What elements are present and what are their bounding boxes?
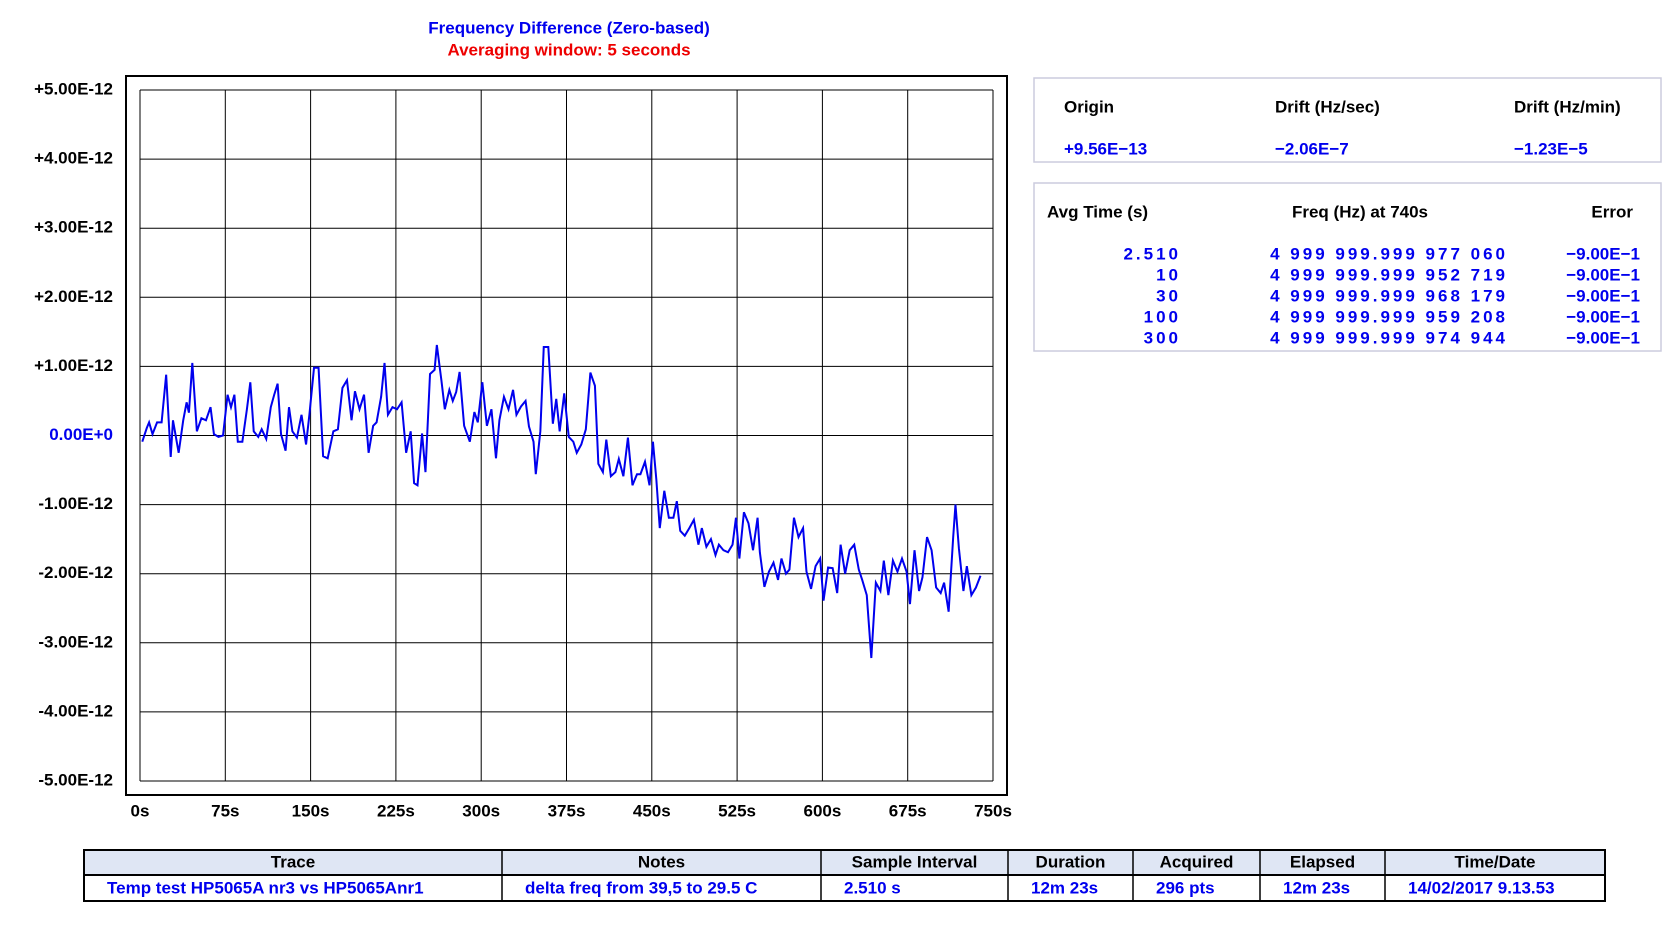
y-tick-label: +1.00E-12 bbox=[34, 356, 113, 375]
panel-cell: 10 bbox=[1156, 265, 1181, 284]
table-header: Trace bbox=[271, 852, 315, 871]
table-cell: 12m 23s bbox=[1283, 878, 1350, 897]
info-row bbox=[83, 874, 1606, 902]
panel-cell: −9.00E−1 bbox=[1566, 307, 1640, 326]
y-tick-label: +2.00E-12 bbox=[34, 287, 113, 306]
drift-panel bbox=[1033, 77, 1662, 163]
data-line bbox=[141, 344, 982, 659]
table-cell: 12m 23s bbox=[1031, 878, 1098, 897]
x-tick-label: 225s bbox=[377, 801, 415, 820]
panel-cell: −9.00E−1 bbox=[1566, 265, 1640, 284]
y-tick-label: 0.00E+0 bbox=[49, 425, 113, 444]
table-header: Duration bbox=[1036, 852, 1106, 871]
table-cell: Temp test HP5065A nr3 vs HP5065Anr1 bbox=[107, 878, 424, 897]
avg-panel bbox=[1033, 182, 1662, 352]
x-tick-label: 750s bbox=[974, 801, 1012, 820]
panel-cell: 4 999 999.999 968 179 bbox=[1270, 286, 1508, 305]
table-cell: delta freq from 39,5 to 29.5 C bbox=[525, 878, 757, 897]
info-header bbox=[83, 849, 1606, 876]
panel-cell: 2.510 bbox=[1123, 244, 1181, 263]
y-tick-label: -2.00E-12 bbox=[38, 563, 113, 582]
y-tick-label: +3.00E-12 bbox=[34, 218, 113, 237]
x-tick-label: 375s bbox=[548, 801, 586, 820]
panel-cell: −9.00E−1 bbox=[1566, 286, 1640, 305]
panel-value: +9.56E−13 bbox=[1064, 139, 1147, 158]
panel-header: Origin bbox=[1064, 97, 1114, 116]
panel-header: Freq (Hz) at 740s bbox=[1292, 202, 1428, 221]
table-header: Acquired bbox=[1160, 852, 1234, 871]
x-tick-label: 525s bbox=[718, 801, 756, 820]
panel-value: −1.23E−5 bbox=[1514, 139, 1588, 158]
chart-subtitle: Averaging window: 5 seconds bbox=[447, 40, 690, 59]
y-tick-label: +5.00E-12 bbox=[34, 79, 113, 98]
chart-title: Frequency Difference (Zero-based) bbox=[428, 18, 710, 37]
panel-cell: 4 999 999.999 974 944 bbox=[1270, 328, 1508, 347]
panel-header: Drift (Hz/sec) bbox=[1275, 97, 1380, 116]
table-cell: 14/02/2017 9.13.53 bbox=[1408, 878, 1555, 897]
panel-header: Drift (Hz/min) bbox=[1514, 97, 1621, 116]
panel-cell: 4 999 999.999 977 060 bbox=[1270, 244, 1508, 263]
x-tick-label: 75s bbox=[211, 801, 239, 820]
panel-cell: −9.00E−1 bbox=[1566, 244, 1640, 263]
x-tick-label: 600s bbox=[803, 801, 841, 820]
y-tick-label: -1.00E-12 bbox=[38, 494, 113, 513]
table-cell: 2.510 s bbox=[844, 878, 901, 897]
panel-cell: 4 999 999.999 959 208 bbox=[1270, 307, 1508, 326]
panel-cell: 4 999 999.999 952 719 bbox=[1270, 265, 1508, 284]
panel-cell: 100 bbox=[1144, 307, 1181, 326]
panel-cell: −9.00E−1 bbox=[1566, 328, 1640, 347]
y-tick-label: -3.00E-12 bbox=[38, 632, 113, 651]
table-header: Sample Interval bbox=[852, 852, 978, 871]
x-tick-label: 300s bbox=[462, 801, 500, 820]
table-header: Notes bbox=[638, 852, 685, 871]
y-tick-label: +4.00E-12 bbox=[34, 149, 113, 168]
panel-header: Avg Time (s) bbox=[1047, 202, 1148, 221]
x-tick-label: 150s bbox=[292, 801, 330, 820]
panel-cell: 30 bbox=[1156, 286, 1181, 305]
panel-value: −2.06E−7 bbox=[1275, 139, 1349, 158]
table-header: Time/Date bbox=[1455, 852, 1536, 871]
x-tick-label: 0s bbox=[131, 801, 150, 820]
panel-header: Error bbox=[1591, 202, 1633, 221]
table-header: Elapsed bbox=[1290, 852, 1355, 871]
y-tick-label: -4.00E-12 bbox=[38, 701, 113, 720]
x-tick-label: 675s bbox=[889, 801, 927, 820]
y-tick-label: -5.00E-12 bbox=[38, 770, 113, 789]
panel-cell: 300 bbox=[1144, 328, 1181, 347]
x-tick-label: 450s bbox=[633, 801, 671, 820]
table-cell: 296 pts bbox=[1156, 878, 1215, 897]
